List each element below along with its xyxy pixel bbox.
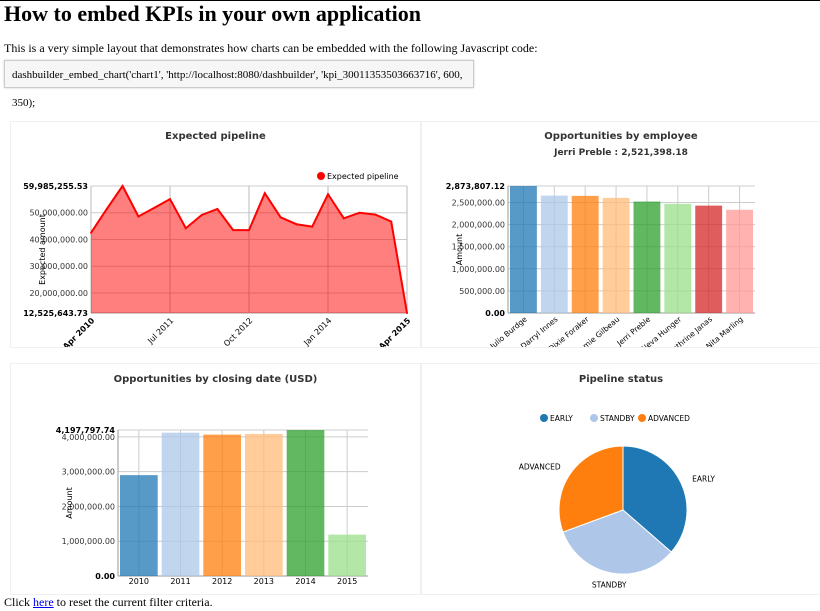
x-tick-label: Jan 2014 — [301, 316, 333, 347]
data-point — [216, 207, 219, 210]
legend-marker — [540, 414, 548, 422]
legend-marker — [638, 414, 646, 422]
legend-label: EARLY — [550, 414, 573, 423]
y-tick-label: 50,000,000.00 — [29, 209, 88, 218]
y-tick-label: 4,000,000.00 — [62, 433, 115, 442]
bar — [602, 197, 630, 313]
bar — [161, 432, 200, 576]
data-point — [232, 229, 235, 232]
data-point — [374, 213, 377, 216]
y-tick-label: 500,000.00 — [459, 287, 505, 296]
x-tick-label: 2010 — [129, 577, 149, 586]
pipeline-status-chart: Pipeline status EARLY EARLY STANDBY STANDBY… — [421, 363, 820, 595]
slice-label: EARLY — [692, 475, 715, 484]
data-point — [90, 231, 92, 234]
bar — [540, 195, 568, 313]
data-point — [279, 216, 282, 219]
bar — [510, 186, 537, 313]
chart-title: Pipeline status — [578, 374, 664, 385]
legend-label: STANDBY — [600, 414, 635, 423]
bar — [120, 475, 158, 576]
x-tick-label: 2011 — [170, 577, 190, 586]
data-point — [406, 312, 408, 314]
intro-text: This is a very simple layout that demons… — [4, 41, 538, 55]
bar — [328, 534, 366, 576]
y-tick-label: 1,500,000.00 — [452, 243, 505, 252]
bar — [695, 205, 723, 313]
data-point — [311, 225, 314, 228]
y-axis-label: Expected amount — [38, 214, 47, 285]
y-axis-label: Amount — [455, 234, 464, 265]
data-point — [327, 193, 329, 196]
footer-post: to reset the current filter criteria. — [53, 595, 213, 609]
legend-label: Expected pipeline — [327, 172, 399, 181]
pie-slice — [622, 445, 688, 553]
data-point — [358, 211, 361, 214]
legend-marker — [317, 172, 325, 180]
y-tick-label: 40,000,000.00 — [29, 235, 88, 244]
x-tick-label: Oct 2012 — [222, 316, 254, 347]
x-tick-label: Apr 2010 — [61, 316, 97, 347]
y-tick-label: 4,197,797.74 — [56, 426, 116, 435]
data-point — [137, 215, 140, 218]
x-tick-label: 2015 — [337, 577, 357, 586]
data-point — [263, 192, 266, 195]
legend-label: ADVANCED — [648, 414, 690, 423]
y-axis-label: Amount — [65, 487, 74, 518]
chart-subtitle: Jerri Preble : 2,521,398.18 — [554, 148, 688, 158]
y-tick-label: 59,985,255.53 — [23, 182, 88, 191]
bar — [726, 209, 753, 313]
chart-title: Expected pipeline — [165, 131, 266, 142]
bar — [245, 433, 283, 576]
chart-title: Opportunities by employee — [544, 131, 698, 142]
footer-text: Click here to reset the current filter c… — [4, 595, 213, 610]
x-tick-label: 2014 — [295, 577, 315, 586]
x-tick-label: 2012 — [212, 577, 232, 586]
slice-label: STANDBY — [592, 581, 627, 590]
data-point — [390, 220, 393, 223]
x-tick-label: Jul 2011 — [145, 316, 175, 346]
y-tick-label: 12,525,643.73 — [23, 309, 88, 318]
area-fill — [91, 186, 407, 313]
page-title: How to embed KPIs in your own applicatio… — [4, 1, 422, 26]
y-tick-label: 30,000,000.00 — [29, 262, 88, 271]
y-tick-label: 2,500,000.00 — [452, 199, 505, 208]
y-tick-label: 3,000,000.00 — [62, 468, 115, 477]
pie-slice — [558, 445, 624, 533]
y-tick-label: 0.00 — [95, 572, 115, 581]
data-point — [121, 185, 124, 187]
opportunities-by-employee-chart: Opportunities by employee Jerri Preble :… — [421, 121, 820, 348]
y-tick-label: 1,000,000.00 — [62, 537, 115, 546]
data-point — [200, 214, 203, 217]
bar — [203, 434, 241, 576]
data-point — [248, 229, 250, 232]
data-point — [342, 217, 345, 220]
expected-pipeline-chart: Expected pipeline 12,525,643.73 20,000,00… — [10, 121, 421, 348]
reset-filter-link[interactable]: here — [33, 595, 54, 609]
pie-slice — [562, 509, 672, 575]
y-tick-label: 1,000,000.00 — [452, 265, 505, 274]
y-tick-label: 2,873,807.12 — [446, 182, 505, 191]
slice-label: ADVANCED — [519, 462, 561, 471]
data-point — [184, 227, 187, 230]
y-tick-label: 2,000,000.00 — [452, 221, 505, 230]
data-point — [153, 206, 156, 209]
bar — [571, 195, 599, 313]
data-point — [105, 207, 108, 210]
data-point — [295, 223, 298, 226]
y-tick-label: 20,000,000.00 — [29, 289, 88, 298]
legend-marker — [590, 414, 598, 422]
bar — [664, 203, 692, 313]
code-snippet: dashbuilder_embed_chart('chart1', 'http:… — [4, 60, 474, 109]
footer-pre: Click — [4, 595, 33, 609]
bar — [286, 430, 325, 576]
bar — [633, 201, 661, 313]
x-tick-label: Apr 2015 — [377, 316, 413, 347]
data-point — [169, 198, 171, 201]
y-tick-label: 0.00 — [485, 309, 505, 318]
x-tick-label: 2013 — [254, 577, 274, 586]
opportunities-by-closing-date-chart: Opportunities by closing date (USD) 0.00… — [10, 363, 421, 595]
y-tick-label: 2,000,000.00 — [62, 502, 115, 511]
chart-title: Opportunities by closing date (USD) — [113, 374, 318, 385]
